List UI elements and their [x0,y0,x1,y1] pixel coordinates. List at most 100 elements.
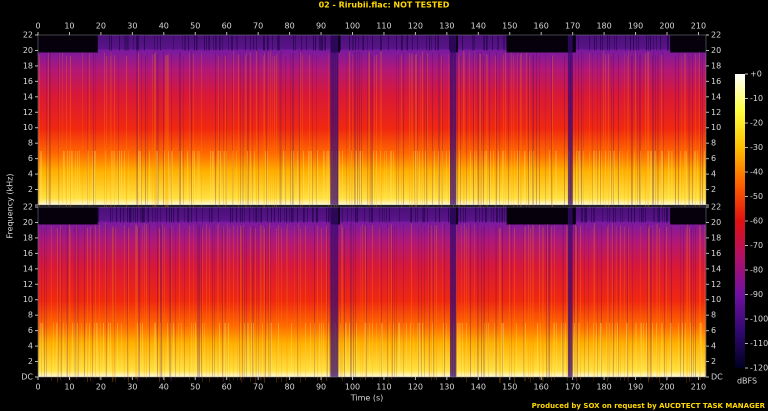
texture [173,35,174,51]
spectrogram [38,207,706,377]
texture [246,52,247,207]
texture [561,322,562,377]
texture [399,207,400,223]
texture [169,226,170,382]
texture [137,226,138,382]
texture [123,207,124,223]
texture [613,150,614,205]
texture [133,207,134,223]
texture [417,54,418,209]
x-tick-label: 100 [345,22,360,31]
texture [204,322,205,377]
texture [600,51,601,207]
texture [640,225,641,381]
texture [61,228,62,383]
texture [466,52,467,208]
texture [141,53,142,208]
y-tick-label: 2 [711,357,716,366]
texture [690,322,691,377]
texture [232,207,233,223]
texture [486,35,487,51]
texture [285,56,286,211]
texture [648,35,649,51]
texture [197,35,198,51]
texture [293,52,294,208]
texture [367,52,368,207]
texture [172,150,173,205]
texture [112,207,113,223]
texture [532,55,533,210]
texture [326,207,327,223]
texture [589,52,590,208]
texture [72,322,73,377]
y-tick-label: 4 [711,342,716,351]
texture [236,207,237,223]
texture [583,53,584,209]
texture [640,53,641,209]
texture [244,207,245,223]
texture [108,322,109,377]
texture [95,223,96,379]
texture [84,227,85,382]
texture [502,150,503,205]
texture [264,35,265,51]
texture [446,322,447,377]
texture [495,225,496,380]
texture [465,207,466,223]
texture [76,225,77,380]
texture [563,322,564,377]
texture [357,51,358,206]
texture [355,52,356,207]
texture [138,35,139,51]
x-tick-label: 30 [127,22,137,31]
texture [75,150,76,205]
band [670,207,706,225]
chart-title: 02 - Rirubii.flac: NOT TESTED [319,1,450,10]
texture [627,322,628,377]
texture [126,35,127,51]
x-tick-label: 40 [159,383,169,392]
texture [410,322,411,377]
texture [370,53,371,208]
texture [666,207,667,223]
texture [641,322,642,377]
texture [438,150,439,205]
texture [162,223,163,379]
texture [514,228,515,383]
x-tick-label: 10 [64,22,74,31]
texture [434,150,435,205]
texture [579,150,580,205]
texture [376,150,377,205]
texture [618,54,619,210]
texture [493,207,494,223]
texture [226,52,227,208]
texture [170,322,171,377]
texture [627,227,628,382]
texture [357,207,358,223]
texture [171,51,172,207]
texture [556,322,557,377]
texture [206,223,207,379]
x-tick-label: 120 [408,22,423,31]
texture [136,224,137,380]
texture [157,207,158,223]
texture [270,322,271,377]
y-tick-label: 2 [711,185,716,194]
texture [193,150,194,205]
texture [264,228,265,383]
texture [277,35,278,51]
texture [656,322,657,377]
texture [505,51,506,207]
texture [233,225,234,381]
y-tick-label: 22 [23,31,33,40]
y-tick-label: 8 [28,139,33,148]
spectrogram [38,35,706,205]
texture [316,207,317,223]
texture [636,322,637,377]
texture [260,207,261,223]
texture [95,150,96,205]
x-tick-label: 210 [691,22,706,31]
texture [700,225,701,381]
y-tick-label: 18 [711,61,721,70]
x-tick-label: 180 [596,22,611,31]
